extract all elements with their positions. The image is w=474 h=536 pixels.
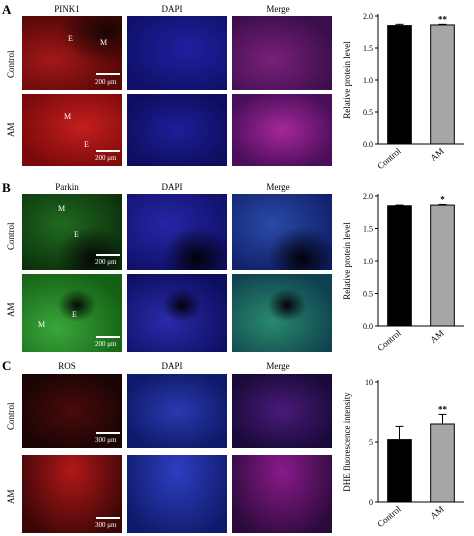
scale-bar	[96, 517, 120, 519]
y-axis-label: DHE fluorescence intensity	[342, 392, 352, 492]
micrograph-parkin-control: M E 200 μm	[22, 194, 122, 270]
tissue-label-m: M	[64, 112, 72, 121]
panel-letter-a: A	[2, 2, 12, 17]
scale-label: 300 μm	[95, 521, 117, 529]
scale-bar	[96, 336, 120, 338]
micrograph-pink1-control: E M 200 μm	[22, 16, 122, 90]
bar-chart-dhe: DHE fluorescence intensity 0 5 10 Control ** A…	[342, 378, 464, 530]
scale-bar	[96, 432, 120, 434]
y-tick-label: 0.5	[363, 290, 373, 299]
col-title-marker-c: ROS	[58, 361, 76, 371]
scale-bar	[96, 150, 120, 152]
tissue-label-m: M	[100, 38, 108, 47]
tissue-label-e: E	[74, 230, 79, 239]
micrograph-dapi-am-b	[127, 274, 227, 352]
col-title-merge-a: Merge	[266, 4, 290, 14]
col-title-merge-c: Merge	[266, 361, 290, 371]
row-label-am-c: AM	[6, 489, 16, 504]
scale-bar	[96, 73, 120, 75]
col-title-dapi-b: DAPI	[161, 182, 183, 192]
y-tick-label: 1.0	[363, 257, 373, 266]
y-tick-label: 0.5	[363, 108, 373, 117]
row-label-control-c: Control	[6, 402, 16, 430]
bar-chart-parkin: Relative protein level 0.0 0.5 1.0 1.5 2.0 Con…	[342, 192, 464, 354]
micrograph-dapi-am-a	[127, 94, 227, 166]
x-tick-label: Control	[375, 146, 403, 172]
tissue-label-e: E	[84, 140, 89, 149]
scale-label: 200 μm	[95, 258, 117, 266]
y-tick-label: 0.0	[363, 322, 373, 331]
x-tick-label: AM	[428, 328, 446, 345]
tissue-label-e: E	[68, 34, 73, 43]
micrograph-parkin-am: M E 200 μm	[22, 274, 122, 352]
x-tick-label: Control	[375, 504, 403, 530]
y-tick-label: 0.0	[363, 140, 373, 149]
y-tick-label: 1.0	[363, 76, 373, 85]
micrograph-merge-am-b	[232, 274, 332, 352]
micrograph-merge-am-c	[232, 455, 332, 533]
micrograph-dapi-am-c	[127, 455, 227, 533]
tissue-label-m: M	[38, 320, 46, 329]
tissue-label-m: M	[58, 204, 66, 213]
bar-control	[387, 205, 412, 327]
micrograph-dapi-control-c	[127, 374, 227, 448]
row-label-control-a: Control	[6, 50, 16, 78]
y-tick-label: 0	[369, 498, 373, 507]
y-tick-label: 10	[365, 378, 373, 387]
scale-label: 200 μm	[95, 78, 117, 86]
panel-letter-b: B	[2, 180, 11, 195]
tissue-label-e: E	[72, 310, 77, 319]
scale-label: 200 μm	[95, 154, 117, 162]
x-tick-label: AM	[428, 504, 446, 521]
y-tick-label: 5	[369, 438, 373, 447]
scale-label: 300 μm	[95, 436, 117, 444]
row-label-am-b: AM	[6, 302, 16, 317]
x-tick-label: AM	[428, 146, 446, 163]
significance-marker: **	[438, 14, 448, 24]
bar-am	[430, 423, 455, 503]
micrograph-ros-am: 300 μm	[22, 455, 122, 533]
y-axis-label: Relative protein level	[342, 41, 352, 119]
y-axis-label: Relative protein level	[342, 222, 352, 300]
micrograph-dapi-control-b	[127, 194, 227, 270]
col-title-dapi-c: DAPI	[161, 361, 183, 371]
row-label-am-a: AM	[6, 122, 16, 137]
y-tick-label: 2.0	[363, 192, 373, 201]
scale-label: 200 μm	[95, 340, 117, 348]
col-title-marker-b: Parkin	[55, 182, 79, 192]
micrograph-pink1-am: M E 200 μm	[22, 94, 122, 166]
micrograph-merge-control-b	[232, 194, 332, 270]
col-title-dapi-a: DAPI	[161, 4, 183, 14]
bar-am	[430, 24, 455, 145]
micrograph-merge-am-a	[232, 94, 332, 166]
significance-marker: *	[440, 194, 445, 204]
bar-control	[387, 439, 412, 503]
scale-bar	[96, 254, 120, 256]
panel-letter-c: C	[2, 358, 12, 373]
micrograph-merge-control-a	[232, 16, 332, 90]
micrograph-merge-control-c	[232, 374, 332, 448]
bar-control	[387, 25, 412, 145]
col-title-merge-b: Merge	[266, 182, 290, 192]
bar-chart-pink1: Relative protein level 0.0 0.5 1.0 1.5 2.0 Con…	[342, 12, 464, 172]
y-tick-label: 1.5	[363, 44, 373, 53]
col-title-marker-a: PINK1	[54, 4, 80, 14]
micrograph-dapi-control-a	[127, 16, 227, 90]
bar-am	[430, 204, 455, 327]
x-tick-label: Control	[375, 328, 403, 354]
row-label-control-b: Control	[6, 222, 16, 250]
y-tick-label: 1.5	[363, 225, 373, 234]
y-tick-label: 2.0	[363, 12, 373, 21]
significance-marker: **	[438, 404, 448, 414]
micrograph-ros-control: 300 μm	[22, 374, 122, 448]
